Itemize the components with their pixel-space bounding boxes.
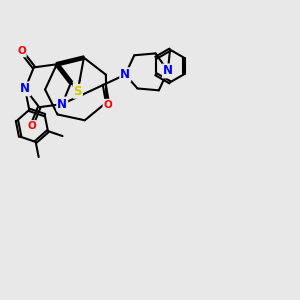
Text: N: N — [57, 98, 67, 111]
Text: O: O — [103, 100, 112, 110]
Text: O: O — [27, 121, 36, 131]
Text: N: N — [163, 64, 173, 77]
Text: S: S — [74, 85, 82, 98]
Text: N: N — [120, 68, 130, 81]
Text: N: N — [20, 82, 30, 95]
Text: O: O — [17, 46, 26, 56]
